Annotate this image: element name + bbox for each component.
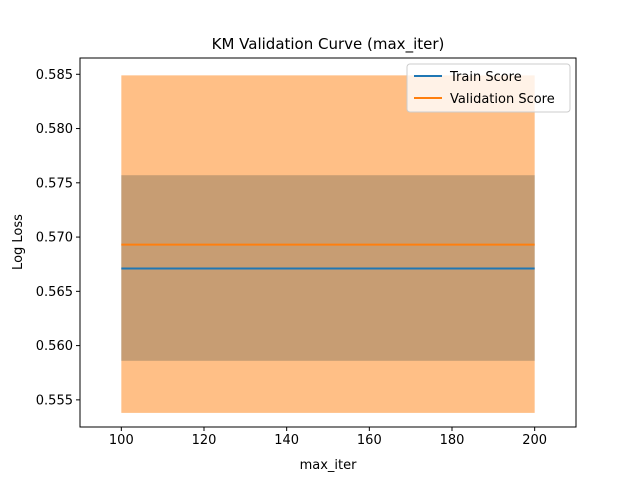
legend-label-train: Train Score xyxy=(449,70,522,85)
x-tick-label: 100 xyxy=(109,433,134,448)
y-tick-label: 0.570 xyxy=(36,231,73,246)
x-tick-label: 200 xyxy=(522,433,547,448)
y-axis-label: Log Loss xyxy=(11,214,26,270)
y-tick-label: 0.585 xyxy=(36,68,73,83)
chart-title: KM Validation Curve (max_iter) xyxy=(212,35,445,54)
series-lines xyxy=(121,243,535,270)
legend-box xyxy=(406,63,571,113)
plot-frame xyxy=(79,57,577,428)
legend-label-validation: Validation Score xyxy=(450,92,555,107)
x-axis-ticks: 100 120 140 160 180 200 xyxy=(109,427,547,448)
y-tick-label: 0.560 xyxy=(36,339,73,354)
y-tick-label: 0.555 xyxy=(36,393,73,408)
y-tick-label: 0.575 xyxy=(36,176,73,191)
x-tick-label: 180 xyxy=(440,433,465,448)
y-tick-label: 0.565 xyxy=(36,285,73,300)
x-axis-label: max_iter xyxy=(300,458,358,473)
x-tick-label: 120 xyxy=(192,433,217,448)
x-tick-label: 160 xyxy=(357,433,382,448)
x-tick-label: 140 xyxy=(274,433,299,448)
y-tick-label: 0.580 xyxy=(36,122,73,137)
legend: Train Score Validation Score xyxy=(406,63,571,113)
y-axis-ticks: 0.555 0.560 0.565 0.570 0.575 0.580 0.585 xyxy=(36,68,80,408)
